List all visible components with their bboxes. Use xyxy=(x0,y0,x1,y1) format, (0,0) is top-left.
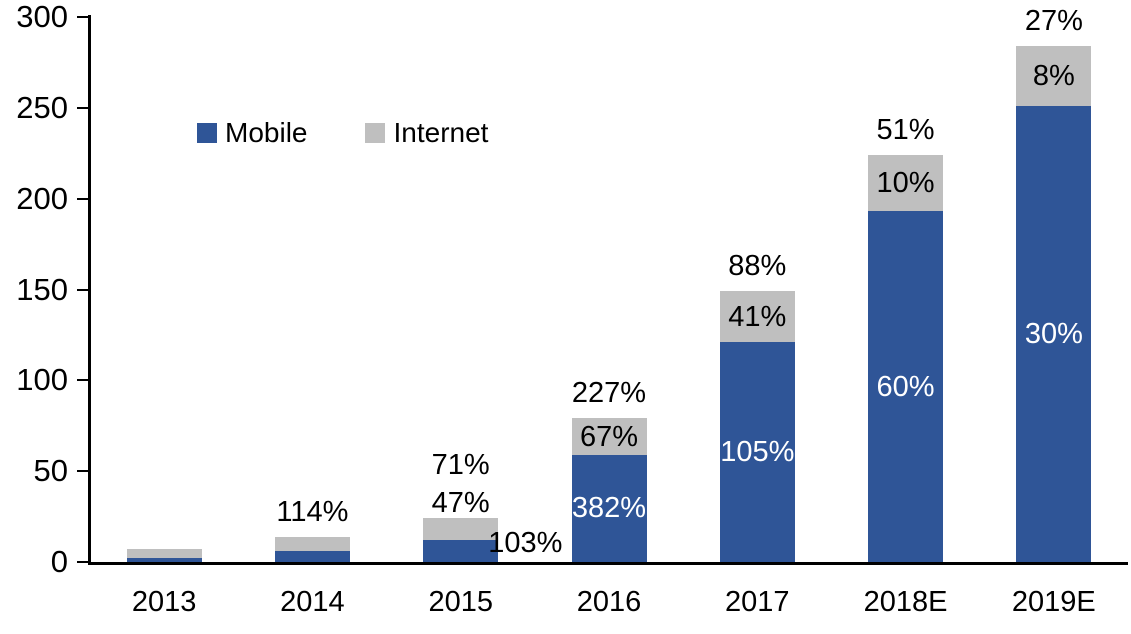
y-tick-mark xyxy=(77,561,90,563)
bar-segment-internet-2017 xyxy=(719,291,795,343)
x-axis-label-2017: 2017 xyxy=(725,586,790,618)
x-axis-label-2019E: 2019E xyxy=(1011,586,1096,618)
x-axis-label-2018E: 2018E xyxy=(863,586,948,618)
total-growth-label-2016: 227% xyxy=(571,377,647,410)
mobile-growth-label-2017: 105% xyxy=(720,436,795,469)
bar-segment-mobile-2016 xyxy=(571,454,647,562)
legend-label-mobile: Mobile xyxy=(225,117,308,148)
bar-segment-mobile-2017 xyxy=(719,342,795,562)
internet-growth-label-2017: 41% xyxy=(728,300,787,333)
internet-growth-label-2018E: 10% xyxy=(876,167,935,200)
y-tick-mark xyxy=(77,197,90,200)
total-growth-label-2014: 114% xyxy=(276,495,349,528)
y-tick-mark xyxy=(77,470,90,473)
y-tick-label: 0 xyxy=(50,544,68,579)
bar-segment-internet-2013 xyxy=(126,549,202,559)
internet-growth-label-2015: 47% xyxy=(431,487,490,520)
total-growth-label-2019E: 27% xyxy=(1024,5,1083,38)
bar-segment-internet-2019E xyxy=(1016,46,1092,106)
legend-item-mobile: Mobile xyxy=(197,117,307,149)
y-tick-mark xyxy=(77,106,90,109)
bar-segment-mobile-2015 xyxy=(423,540,499,562)
total-growth-label-2015: 71% xyxy=(431,449,490,482)
bar-segment-mobile-2018E xyxy=(868,211,944,562)
mobile-growth-label-2015: 103% xyxy=(488,527,563,559)
legend-label-internet: Internet xyxy=(393,117,489,148)
bar-segment-internet-2015 xyxy=(423,518,499,541)
y-tick-label: 50 xyxy=(33,453,68,489)
legend-item-internet: Internet xyxy=(365,117,488,149)
y-tick-label: 100 xyxy=(16,362,68,398)
x-axis-label-2015: 2015 xyxy=(428,586,493,618)
bar-segment-internet-2014 xyxy=(274,536,350,552)
x-axis-line xyxy=(88,562,1128,565)
y-tick-label: 250 xyxy=(16,89,68,125)
total-growth-label-2018E: 51% xyxy=(876,114,935,147)
x-axis-label-2016: 2016 xyxy=(576,586,642,618)
internet-growth-label-2016: 67% xyxy=(579,420,639,453)
legend-swatch-internet-icon xyxy=(365,123,386,143)
x-axis-label-2013: 2013 xyxy=(131,586,197,618)
mobile-growth-label-2016: 382% xyxy=(571,492,647,525)
y-tick-label: 300 xyxy=(16,0,68,34)
bar-segment-mobile-2014 xyxy=(274,551,350,562)
x-axis-label-2014: 2014 xyxy=(280,586,345,618)
bar-segment-mobile-2019E xyxy=(1016,106,1092,562)
bar-segment-internet-2016 xyxy=(571,418,647,455)
y-tick-mark xyxy=(77,16,90,18)
bar-segment-mobile-2013 xyxy=(126,558,202,562)
internet-growth-label-2019E: 8% xyxy=(1032,60,1075,93)
legend-swatch-mobile-icon xyxy=(197,123,217,143)
bar-segment-internet-2018E xyxy=(868,155,944,212)
y-tick-label: 200 xyxy=(16,180,68,216)
y-tick-mark xyxy=(77,288,90,291)
total-growth-label-2017: 88% xyxy=(728,250,787,283)
mobile-growth-label-2019E: 30% xyxy=(1024,318,1083,350)
mobile-growth-label-2018E: 60% xyxy=(876,370,935,403)
y-tick-label: 150 xyxy=(16,271,68,307)
y-tick-mark xyxy=(77,379,90,382)
chart-legend: Mobile Internet xyxy=(197,117,488,149)
